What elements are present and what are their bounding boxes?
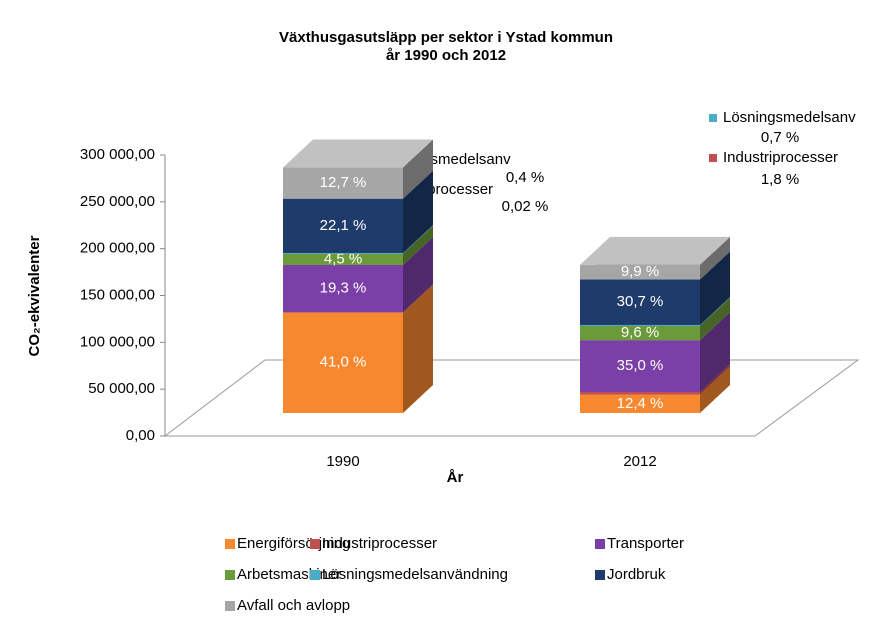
x-tick-label: 1990 xyxy=(326,453,359,470)
legend-label: Jordbruk xyxy=(607,566,666,583)
bar xyxy=(580,392,700,395)
bar xyxy=(283,253,403,254)
legend-marker xyxy=(225,601,235,611)
legend-marker xyxy=(225,539,235,549)
value-label: 0,7 % xyxy=(761,129,799,146)
legend-marker xyxy=(225,570,235,580)
floor xyxy=(165,360,858,436)
value-label: 0,02 % xyxy=(502,198,549,215)
value-label: 1,8 % xyxy=(761,171,799,188)
legend-label: Avfall och avlopp xyxy=(237,597,350,614)
callout-name: Industriprocesser xyxy=(723,149,838,166)
legend-marker xyxy=(595,570,605,580)
x-axis-label: År xyxy=(447,469,464,486)
legend-label: Transporter xyxy=(607,535,684,552)
y-tick-label: 200 000,00 xyxy=(80,240,155,257)
value-label: 9,9 % xyxy=(621,263,659,280)
y-axis-label: CO₂-ekvivalenter xyxy=(26,235,43,356)
y-tick-label: 300 000,00 xyxy=(80,146,155,163)
callout-marker xyxy=(709,114,717,122)
legend-label: Industriprocesser xyxy=(322,535,437,552)
y-tick-label: 0,00 xyxy=(126,427,155,444)
value-label: 12,4 % xyxy=(617,395,664,412)
value-label: 9,6 % xyxy=(621,324,659,341)
y-tick-label: 50 000,00 xyxy=(88,380,155,397)
value-label: 0,4 % xyxy=(506,169,544,186)
y-tick-label: 100 000,00 xyxy=(80,333,155,350)
y-tick-label: 150 000,00 xyxy=(80,286,155,303)
chart-title: Växthusgasutsläpp per sektor i Ystad kom… xyxy=(279,29,613,46)
legend-marker xyxy=(310,570,320,580)
callout-marker xyxy=(709,154,717,162)
bar xyxy=(580,325,700,326)
chart-title: år 1990 och 2012 xyxy=(386,47,506,64)
legend-label: Lösningsmedelsanvändning xyxy=(322,566,508,583)
x-tick-label: 2012 xyxy=(623,453,656,470)
y-tick-label: 250 000,00 xyxy=(80,193,155,210)
value-label: 12,7 % xyxy=(320,174,367,191)
legend-marker xyxy=(595,539,605,549)
legend-marker xyxy=(310,539,320,549)
value-label: 19,3 % xyxy=(320,280,367,297)
value-label: 35,0 % xyxy=(617,357,664,374)
value-label: 22,1 % xyxy=(320,217,367,234)
value-label: 41,0 % xyxy=(320,354,367,371)
value-label: 30,7 % xyxy=(617,293,664,310)
callout-name: Lösningsmedelsanv xyxy=(723,109,856,126)
